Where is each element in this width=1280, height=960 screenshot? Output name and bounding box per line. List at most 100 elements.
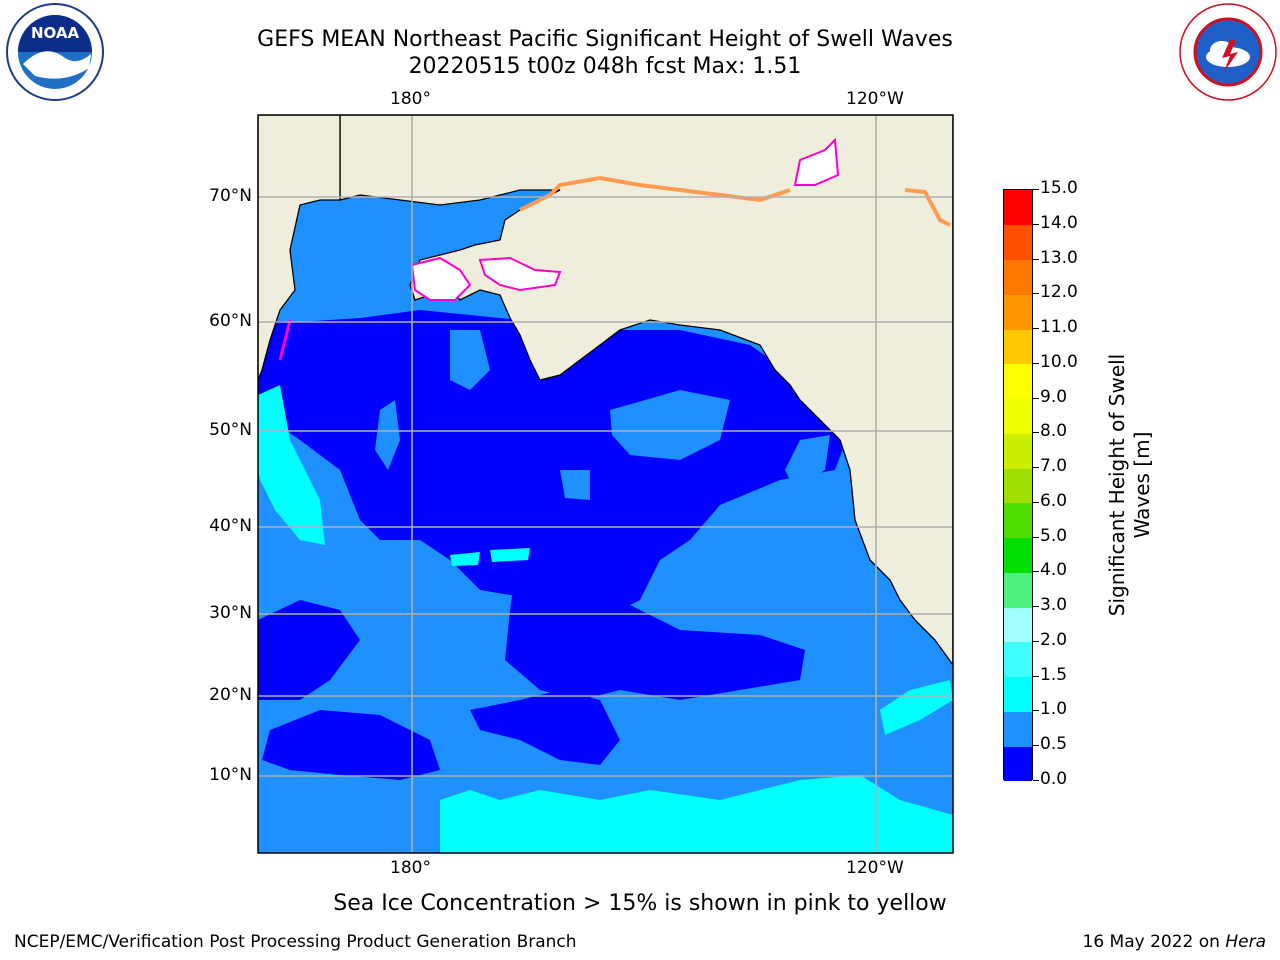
colorbar-segment: [1004, 398, 1032, 434]
colorbar-tick-label: 4.0: [1040, 560, 1068, 581]
colorbar-tick-mark: [1033, 780, 1039, 781]
footer-date-text: 16 May 2022 on: [1082, 932, 1220, 952]
colorbar-tick-mark: [1033, 606, 1039, 608]
colorbar-tick-mark: [1033, 258, 1039, 260]
chart-title-line1: GEFS MEAN Northeast Pacific Significant …: [257, 27, 953, 52]
swell-patch-mid-4: [560, 470, 590, 500]
gridlines: [258, 115, 953, 853]
sea-ice-bering: [410, 256, 472, 301]
lon-label-top-120w: 120°W: [846, 89, 904, 109]
colorbar-tick-label: 2.0: [1040, 629, 1068, 650]
colorbar-segment: [1004, 746, 1032, 782]
colorbar-tick-label: 12.0: [1040, 282, 1078, 303]
lat-label-40n: 40°N: [209, 516, 252, 536]
lon-label-bottom-180: 180°: [390, 858, 431, 878]
colorbar-tick-mark: [1033, 710, 1039, 712]
svg-text:NOAA: NOAA: [31, 24, 80, 42]
colorbar-tick-label: 14.0: [1040, 212, 1078, 233]
colorbar-tick-label: 1.5: [1040, 664, 1068, 685]
swell-region-low-west: [258, 600, 360, 700]
colorbar-tick-label: 11.0: [1040, 317, 1078, 338]
swell-patch-cyan-small-2: [490, 548, 530, 562]
colorbar-tick-mark: [1033, 362, 1039, 364]
lat-label-10n: 10°N: [209, 765, 252, 785]
swell-region-low-southwest: [262, 710, 440, 780]
colorbar-tick-mark: [1033, 501, 1039, 503]
map-frame: [257, 114, 954, 854]
colorbar-segment: [1004, 572, 1032, 608]
swell-region-cyan-west: [258, 385, 325, 545]
colorbar-tick-label: 0.0: [1040, 769, 1068, 789]
colorbar-segment: [1004, 502, 1032, 539]
colorbar-segment: [1004, 641, 1032, 678]
colorbar: [1003, 189, 1033, 782]
colorbar-tick-label: 13.0: [1040, 247, 1078, 268]
colorbar-tick-label: 0.5: [1040, 734, 1068, 755]
swell-region-low-hawaii: [470, 690, 620, 765]
swell-patch-mid-2: [610, 390, 730, 460]
colorbar-tick-mark: [1033, 536, 1039, 538]
lat-label-60n: 60°N: [209, 311, 252, 331]
swell-patch-mid-1: [450, 330, 490, 390]
footer-branch: NCEP/EMC/Verification Post Processing Pr…: [14, 932, 577, 952]
colorbar-label-line1: Significant Height of Swell: [1105, 353, 1129, 617]
colorbar-tick-mark: [1033, 189, 1039, 190]
lat-label-20n: 20°N: [209, 685, 252, 705]
colorbar-segment: [1004, 537, 1032, 573]
swell-region-cyan-south: [440, 775, 953, 853]
swell-patch-mid-5: [785, 435, 830, 490]
swell-region-cyan-east: [880, 680, 953, 735]
colorbar-segment: [1004, 607, 1032, 643]
lat-label-70n: 70°N: [209, 186, 252, 206]
noaa-logo: NOAA: [6, 3, 104, 101]
land-asia: [258, 115, 341, 381]
swell-region-low-north: [258, 310, 850, 620]
colorbar-segment: [1004, 363, 1032, 400]
colorbar-tick-mark: [1033, 745, 1039, 747]
colorbar-segment: [1004, 676, 1032, 712]
colorbar-tick-mark: [1033, 467, 1039, 469]
colorbar-segment: [1004, 468, 1032, 504]
nws-logo: [1179, 3, 1277, 101]
swell-patch-mid-3: [375, 400, 400, 470]
colorbar-tick-mark: [1033, 432, 1039, 434]
colorbar-tick-label: 6.0: [1040, 490, 1068, 511]
colorbar-tick-label: 5.0: [1040, 525, 1068, 546]
lon-label-top-180: 180°: [390, 89, 431, 109]
lat-label-30n: 30°N: [209, 603, 252, 623]
sea-ice-canada-coast: [904, 188, 951, 227]
colorbar-tick-mark: [1033, 571, 1039, 573]
colorbar-label-line2: Waves [m]: [1130, 431, 1154, 539]
colorbar-tick-label: 9.0: [1040, 386, 1068, 407]
colorbar-segment: [1004, 711, 1032, 747]
colorbar-tick-mark: [1033, 397, 1039, 399]
colorbar-tick-label: 7.0: [1040, 456, 1068, 477]
colorbar-tick-label: 15.0: [1040, 178, 1078, 198]
colorbar-segment: [1004, 329, 1032, 365]
swell-patch-cyan-small: [450, 552, 480, 566]
sea-ice-norton: [478, 256, 562, 292]
colorbar-tick-label: 8.0: [1040, 421, 1068, 442]
colorbar-segment: [1004, 224, 1032, 260]
colorbar-tick-mark: [1033, 328, 1039, 330]
chart-title-line2: 20220515 t00z 048h fcst Max: 1.51: [408, 54, 802, 79]
colorbar-segment: [1004, 190, 1032, 226]
footer-machine: Hera: [1225, 932, 1266, 952]
colorbar-segment: [1004, 294, 1032, 330]
lat-label-50n: 50°N: [209, 420, 252, 440]
colorbar-segment: [1004, 433, 1032, 469]
lon-label-bottom-120w: 120°W: [846, 858, 904, 878]
colorbar-tick-mark: [1033, 675, 1039, 677]
colorbar-label: Significant Height of Swell Waves [m]: [1105, 354, 1155, 616]
colorbar-tick-label: 10.0: [1040, 351, 1078, 372]
colorbar-tick-mark: [1033, 223, 1039, 225]
sea-ice-beaufort: [793, 137, 840, 186]
colorbar-tick-mark: [1033, 293, 1039, 295]
colorbar-segment: [1004, 259, 1032, 295]
colorbar-tick-label: 3.0: [1040, 595, 1068, 616]
colorbar-tick-label: 1.0: [1040, 699, 1068, 720]
sea-ice-arctic-coast: [519, 175, 791, 212]
sea-ice-kamchatka: [278, 319, 292, 361]
swell-region-low-central: [505, 540, 805, 700]
